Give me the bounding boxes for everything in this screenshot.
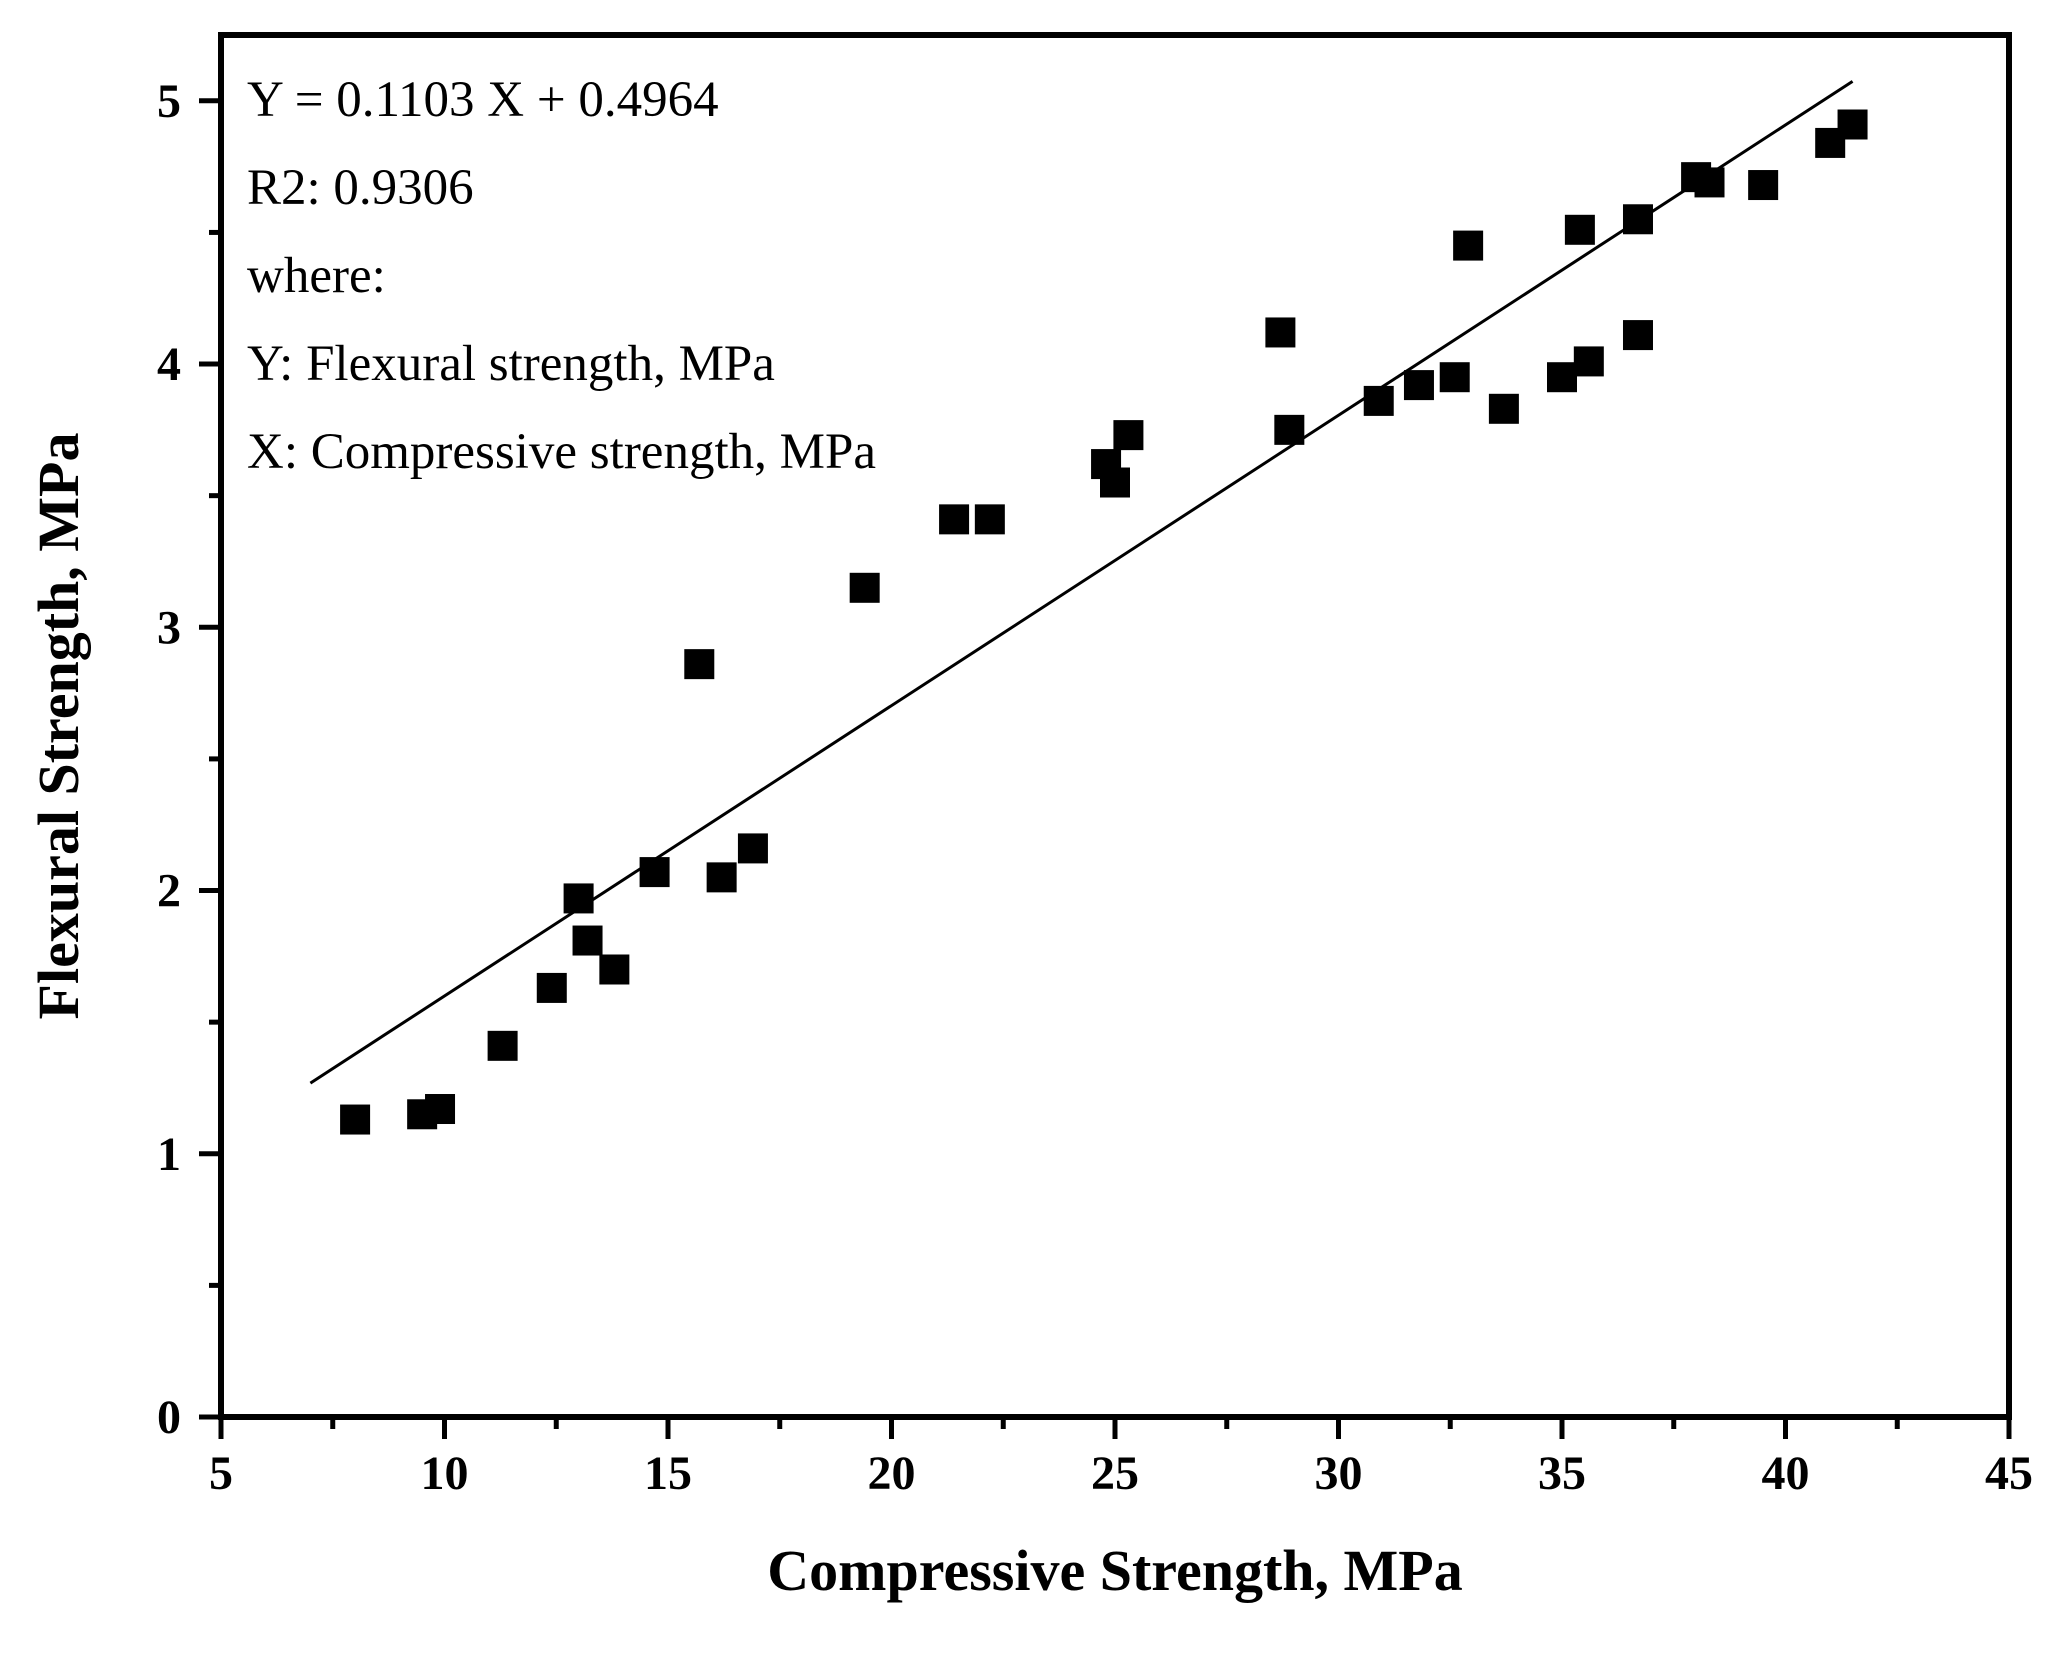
data-point	[340, 1104, 371, 1135]
data-point	[1573, 346, 1604, 377]
data-point	[706, 862, 737, 893]
data-point	[1403, 370, 1434, 401]
y-tick-label: 1	[157, 1128, 181, 1181]
data-point	[1837, 109, 1868, 140]
y-tick-label: 2	[157, 865, 181, 918]
y-axis-title: Flexural Strength, MPa	[26, 433, 91, 1020]
data-point	[1265, 317, 1296, 348]
data-point	[1622, 320, 1653, 351]
x-tick-label: 40	[1762, 1447, 1810, 1500]
x-tick-label: 15	[644, 1447, 692, 1500]
x-axis-ticks: 5 10 15 20 25 30 35 40 45	[209, 1417, 2033, 1500]
data-point	[599, 954, 630, 985]
x-tick-label: 35	[1538, 1447, 1586, 1500]
data-points-group	[340, 109, 1868, 1135]
data-point	[1622, 204, 1653, 235]
x-tick-label: 45	[1985, 1447, 2033, 1500]
data-point	[1694, 167, 1725, 198]
data-point	[572, 925, 603, 956]
y-tick-label: 5	[157, 75, 181, 128]
regression-line-group	[309, 80, 1854, 1085]
y-tick-label: 4	[157, 338, 181, 391]
x-tick-label: 30	[1315, 1447, 1363, 1500]
y-tick-label: 0	[157, 1391, 181, 1444]
plot-area-frame	[218, 32, 2012, 1420]
data-point	[737, 833, 768, 864]
data-point	[1488, 393, 1519, 424]
data-point	[684, 649, 715, 680]
y-axis-ticks: 0 1 2 3 4 5	[157, 75, 221, 1444]
data-point	[1748, 170, 1779, 201]
annotation-equation: Y = 0.1103 X + 0.4964	[247, 72, 719, 128]
annotation-r2: R2: 0.9306	[247, 160, 474, 216]
data-point	[1564, 214, 1595, 245]
data-point	[487, 1030, 518, 1061]
x-tick-label: 20	[868, 1447, 916, 1500]
x-tick-label: 10	[421, 1447, 469, 1500]
data-point	[563, 883, 594, 914]
y-tick-label: 3	[157, 601, 181, 654]
data-point	[536, 972, 567, 1003]
annotation-x-definition: X: Compressive strength, MPa	[247, 424, 876, 480]
data-point	[1100, 467, 1130, 498]
data-point	[1363, 385, 1394, 416]
data-point	[1439, 362, 1470, 393]
x-tick-label: 25	[1091, 1447, 1139, 1500]
data-point	[1113, 420, 1144, 451]
data-point	[1547, 362, 1577, 393]
data-point	[425, 1094, 456, 1125]
equation-annotation: Y = 0.1103 X + 0.4964 R2: 0.9306 where: …	[247, 72, 876, 480]
data-point	[1274, 414, 1305, 445]
annotation-where: where:	[247, 248, 386, 304]
data-point	[974, 504, 1005, 535]
data-point	[1453, 230, 1484, 261]
regression-line	[309, 80, 1854, 1085]
x-tick-label: 5	[209, 1447, 233, 1500]
annotation-y-definition: Y: Flexural strength, MPa	[247, 336, 775, 392]
data-point	[639, 857, 670, 888]
data-point	[849, 572, 880, 603]
data-point	[939, 504, 970, 535]
x-axis-title: Compressive Strength, MPa	[767, 1538, 1462, 1603]
